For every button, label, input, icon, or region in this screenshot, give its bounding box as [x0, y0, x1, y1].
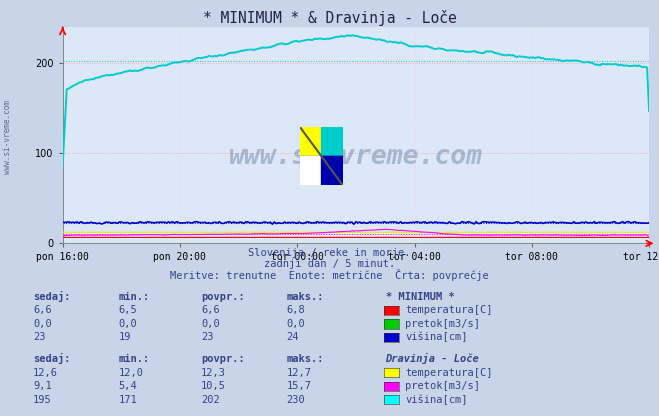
- Text: 6,6: 6,6: [33, 305, 51, 315]
- Text: Slovenija / reke in morje.: Slovenija / reke in morje.: [248, 248, 411, 258]
- Bar: [300, 156, 343, 185]
- Bar: [300, 127, 322, 156]
- Text: pretok[m3/s]: pretok[m3/s]: [405, 319, 480, 329]
- Text: * MINIMUM *: * MINIMUM *: [386, 292, 454, 302]
- Text: 12,6: 12,6: [33, 368, 58, 378]
- Text: povpr.:: povpr.:: [201, 292, 244, 302]
- Text: 23: 23: [201, 332, 214, 342]
- Bar: [300, 156, 322, 185]
- Text: Meritve: trenutne  Enote: metrične  Črta: povprečje: Meritve: trenutne Enote: metrične Črta: …: [170, 269, 489, 281]
- Text: temperatura[C]: temperatura[C]: [405, 305, 493, 315]
- Text: 0,0: 0,0: [33, 319, 51, 329]
- Text: 6,6: 6,6: [201, 305, 219, 315]
- Text: www.si-vreme.com: www.si-vreme.com: [229, 144, 483, 170]
- Text: Dravinja - Loče: Dravinja - Loče: [386, 354, 479, 364]
- Text: 6,8: 6,8: [287, 305, 305, 315]
- Text: * MINIMUM * & Dravinja - Loče: * MINIMUM * & Dravinja - Loče: [202, 10, 457, 26]
- Text: 9,1: 9,1: [33, 381, 51, 391]
- Text: zadnji dan / 5 minut.: zadnji dan / 5 minut.: [264, 260, 395, 270]
- Text: višina[cm]: višina[cm]: [405, 332, 468, 342]
- Text: 15,7: 15,7: [287, 381, 312, 391]
- Text: 24: 24: [287, 332, 299, 342]
- Text: 12,7: 12,7: [287, 368, 312, 378]
- Bar: [322, 156, 343, 185]
- Text: 0,0: 0,0: [287, 319, 305, 329]
- Text: www.si-vreme.com: www.si-vreme.com: [3, 100, 13, 174]
- Bar: [322, 127, 343, 156]
- Text: 0,0: 0,0: [201, 319, 219, 329]
- Text: maks.:: maks.:: [287, 354, 324, 364]
- Text: 0,0: 0,0: [119, 319, 137, 329]
- Text: pretok[m3/s]: pretok[m3/s]: [405, 381, 480, 391]
- Text: 195: 195: [33, 395, 51, 405]
- Text: 12,3: 12,3: [201, 368, 226, 378]
- Text: 171: 171: [119, 395, 137, 405]
- Text: temperatura[C]: temperatura[C]: [405, 368, 493, 378]
- Text: maks.:: maks.:: [287, 292, 324, 302]
- Text: sedaj:: sedaj:: [33, 353, 71, 364]
- Text: 12,0: 12,0: [119, 368, 144, 378]
- Text: višina[cm]: višina[cm]: [405, 394, 468, 405]
- Text: min.:: min.:: [119, 354, 150, 364]
- Text: sedaj:: sedaj:: [33, 291, 71, 302]
- Text: 19: 19: [119, 332, 131, 342]
- Text: 202: 202: [201, 395, 219, 405]
- Text: 230: 230: [287, 395, 305, 405]
- Text: 10,5: 10,5: [201, 381, 226, 391]
- Text: 6,5: 6,5: [119, 305, 137, 315]
- Text: povpr.:: povpr.:: [201, 354, 244, 364]
- Text: 5,4: 5,4: [119, 381, 137, 391]
- Text: min.:: min.:: [119, 292, 150, 302]
- Text: 23: 23: [33, 332, 45, 342]
